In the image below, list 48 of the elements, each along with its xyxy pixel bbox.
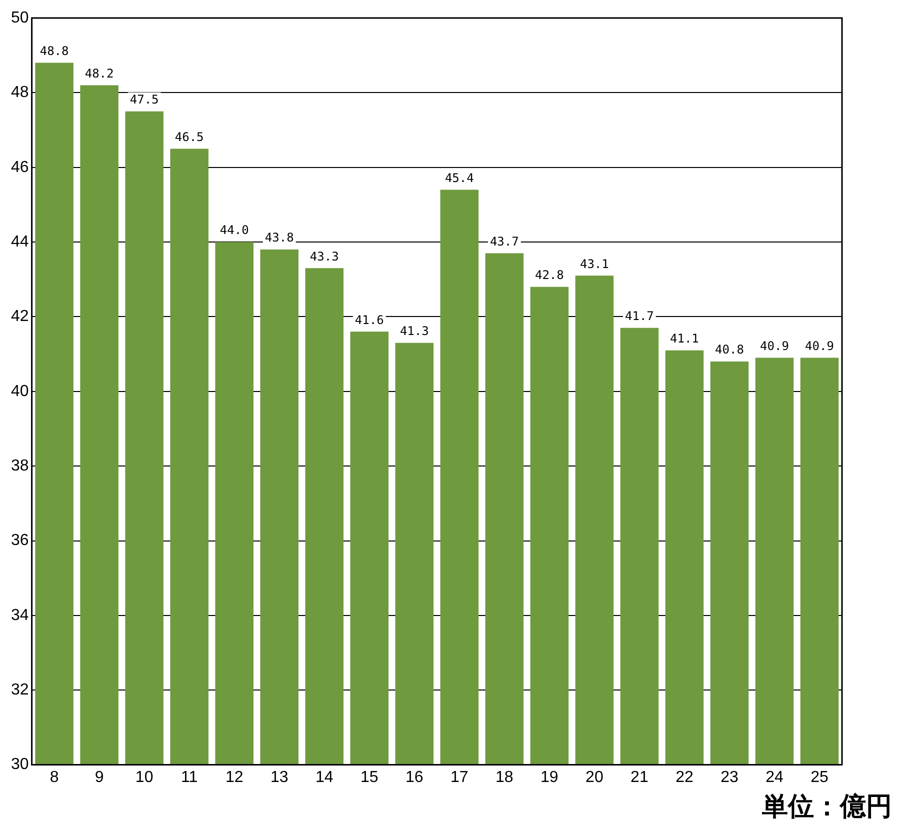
data-label: 43.1 — [580, 256, 609, 271]
data-label: 46.5 — [174, 130, 204, 144]
y-tick-label: 30 — [11, 756, 29, 774]
y-tick-label: 40 — [11, 382, 29, 400]
x-tick-label: 9 — [94, 768, 104, 786]
y-tick-label: 34 — [11, 606, 29, 624]
x-tick-label: 17 — [450, 768, 468, 786]
x-tick-label: 16 — [405, 768, 424, 786]
x-tick-label: 21 — [630, 768, 648, 786]
y-tick-label: 44 — [11, 233, 29, 250]
x-tick-label: 19 — [540, 768, 558, 786]
text: 単位：億円 — [762, 791, 892, 824]
x-tick-label: 25 — [810, 768, 828, 786]
data-label: 40.9 — [760, 338, 789, 353]
data-label: 48.8 — [40, 44, 69, 58]
x-tick-label: 14 — [315, 768, 334, 786]
data-label: 42.8 — [534, 268, 564, 282]
y-tick-label: 32 — [11, 682, 29, 699]
x-tick-label: 13 — [270, 768, 288, 786]
data-label: 47.5 — [130, 92, 159, 106]
x-tick-label: 8 — [50, 768, 59, 786]
data-label: 43.7 — [490, 234, 519, 248]
data-label: 44.0 — [220, 223, 249, 238]
y-tick-label: 48 — [11, 84, 29, 102]
y-tick-label: 42 — [11, 308, 29, 326]
data-label: 41.1 — [670, 331, 699, 346]
data-label: 41.7 — [624, 309, 654, 324]
x-tick-label: 15 — [360, 768, 378, 786]
data-label: 40.8 — [715, 342, 744, 357]
x-tick-label: 12 — [225, 768, 244, 786]
data-label: 45.4 — [444, 170, 474, 185]
x-tick-label: 18 — [496, 768, 514, 786]
x-tick-label: 22 — [676, 768, 694, 786]
data-label: 41.6 — [354, 312, 384, 327]
y-tick-label: 46 — [11, 158, 29, 176]
x-tick-label: 10 — [135, 768, 154, 786]
data-label: 48.2 — [84, 66, 114, 80]
data-label: 43.3 — [310, 249, 339, 264]
y-tick-label: 36 — [11, 532, 29, 550]
x-tick-label: 23 — [720, 768, 738, 786]
x-tick-label: 24 — [766, 768, 784, 786]
y-tick-label: 50 — [11, 9, 29, 26]
x-tick-label: 20 — [586, 768, 604, 786]
data-label: 40.9 — [805, 338, 834, 353]
data-label: 43.8 — [264, 230, 294, 245]
y-tick-label: 38 — [11, 457, 29, 474]
x-tick-label: 11 — [181, 768, 198, 786]
data-label: 41.3 — [400, 324, 429, 338]
